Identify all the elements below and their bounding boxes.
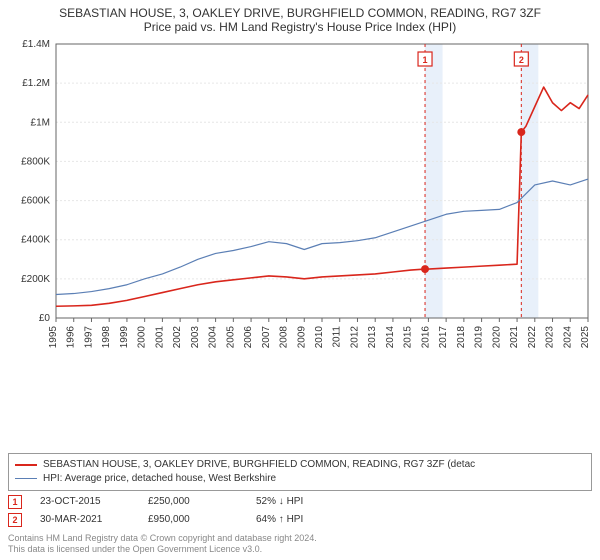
footer-line1: Contains HM Land Registry data © Crown c… xyxy=(8,533,592,545)
x-tick-label: 2014 xyxy=(385,326,396,349)
marker-dot xyxy=(517,128,525,136)
x-tick-label: 2000 xyxy=(137,326,148,349)
legend-label: SEBASTIAN HOUSE, 3, OAKLEY DRIVE, BURGHF… xyxy=(43,458,475,472)
x-tick-label: 2009 xyxy=(296,326,307,349)
x-tick-label: 2001 xyxy=(154,326,165,349)
sale-period-band xyxy=(521,44,539,318)
x-tick-label: 2011 xyxy=(332,326,343,348)
y-tick-label: £400K xyxy=(21,235,50,246)
y-tick-label: £200K xyxy=(21,274,50,285)
legend-swatch xyxy=(15,478,37,479)
x-tick-label: 2010 xyxy=(314,326,325,349)
legend: SEBASTIAN HOUSE, 3, OAKLEY DRIVE, BURGHF… xyxy=(8,453,592,491)
x-tick-label: 2024 xyxy=(562,326,573,349)
x-tick-label: 2013 xyxy=(367,326,378,349)
legend-swatch xyxy=(15,464,37,466)
y-tick-label: £1.4M xyxy=(22,39,50,50)
transaction-date: 23-OCT-2015 xyxy=(40,496,130,507)
x-tick-label: 2017 xyxy=(438,326,449,349)
x-tick-label: 2020 xyxy=(491,326,502,349)
sale-period-band xyxy=(425,44,443,318)
transaction-delta: 52% ↓ HPI xyxy=(256,496,346,507)
transaction-price: £250,000 xyxy=(148,496,238,507)
marker-badge-label: 1 xyxy=(423,55,428,65)
chart-title-line2: Price paid vs. HM Land Registry's House … xyxy=(8,20,592,34)
transaction-badge: 2 xyxy=(8,513,22,527)
x-tick-label: 2008 xyxy=(279,326,290,349)
legend-row: HPI: Average price, detached house, West… xyxy=(15,472,585,486)
x-tick-label: 2003 xyxy=(190,326,201,349)
x-tick-label: 2022 xyxy=(527,326,538,349)
x-tick-label: 2016 xyxy=(420,326,431,349)
x-tick-label: 1996 xyxy=(66,326,77,349)
x-tick-label: 2005 xyxy=(225,326,236,349)
series-price_paid xyxy=(56,87,588,306)
x-tick-label: 2004 xyxy=(208,326,219,349)
y-tick-label: £800K xyxy=(21,156,50,167)
chart-area: £0 £200K £400K £600K £800K £1M £1.2M £1.4M 1995 1… xyxy=(8,38,592,449)
x-tick-label: 2012 xyxy=(349,326,360,349)
x-tick-label: 2015 xyxy=(403,326,414,349)
x-tick-label: 2018 xyxy=(456,326,467,349)
x-tick-label: 2023 xyxy=(545,326,556,349)
y-tick-label: £0 xyxy=(39,313,51,324)
x-tick-label: 1998 xyxy=(101,326,112,349)
x-tick-label: 2025 xyxy=(580,326,591,349)
footer-line2: This data is licensed under the Open Gov… xyxy=(8,544,592,556)
legend-row: SEBASTIAN HOUSE, 3, OAKLEY DRIVE, BURGHF… xyxy=(15,458,585,472)
y-tick-label: £1.2M xyxy=(22,78,50,89)
marker-dot xyxy=(421,265,429,273)
x-tick-label: 2002 xyxy=(172,326,183,349)
marker-badge-label: 2 xyxy=(519,55,524,65)
x-tick-label: 1997 xyxy=(83,326,94,349)
y-tick-label: £1M xyxy=(31,117,50,128)
transaction-price: £950,000 xyxy=(148,514,238,525)
x-tick-label: 2021 xyxy=(509,326,520,349)
x-tick-label: 1999 xyxy=(119,326,130,349)
x-tick-label: 2019 xyxy=(474,326,485,349)
transaction-badge: 1 xyxy=(8,495,22,509)
x-tick-label: 2006 xyxy=(243,326,254,349)
transaction-delta: 64% ↑ HPI xyxy=(256,514,346,525)
transaction-date: 30-MAR-2021 xyxy=(40,514,130,525)
transaction-row: 2 30-MAR-2021 £950,000 64% ↑ HPI xyxy=(8,513,592,527)
y-tick-label: £600K xyxy=(21,196,50,207)
license-footer: Contains HM Land Registry data © Crown c… xyxy=(8,533,592,556)
legend-label: HPI: Average price, detached house, West… xyxy=(43,472,276,486)
x-tick-label: 1995 xyxy=(48,326,59,349)
line-chart-svg: £0 £200K £400K £600K £800K £1M £1.2M £1.4M 1995 1… xyxy=(8,38,592,378)
chart-title-line1: SEBASTIAN HOUSE, 3, OAKLEY DRIVE, BURGHF… xyxy=(8,6,592,20)
transaction-row: 1 23-OCT-2015 £250,000 52% ↓ HPI xyxy=(8,495,592,509)
x-tick-label: 2007 xyxy=(261,326,272,349)
transaction-list: 1 23-OCT-2015 £250,000 52% ↓ HPI 2 30-MAR-202… xyxy=(8,491,592,527)
